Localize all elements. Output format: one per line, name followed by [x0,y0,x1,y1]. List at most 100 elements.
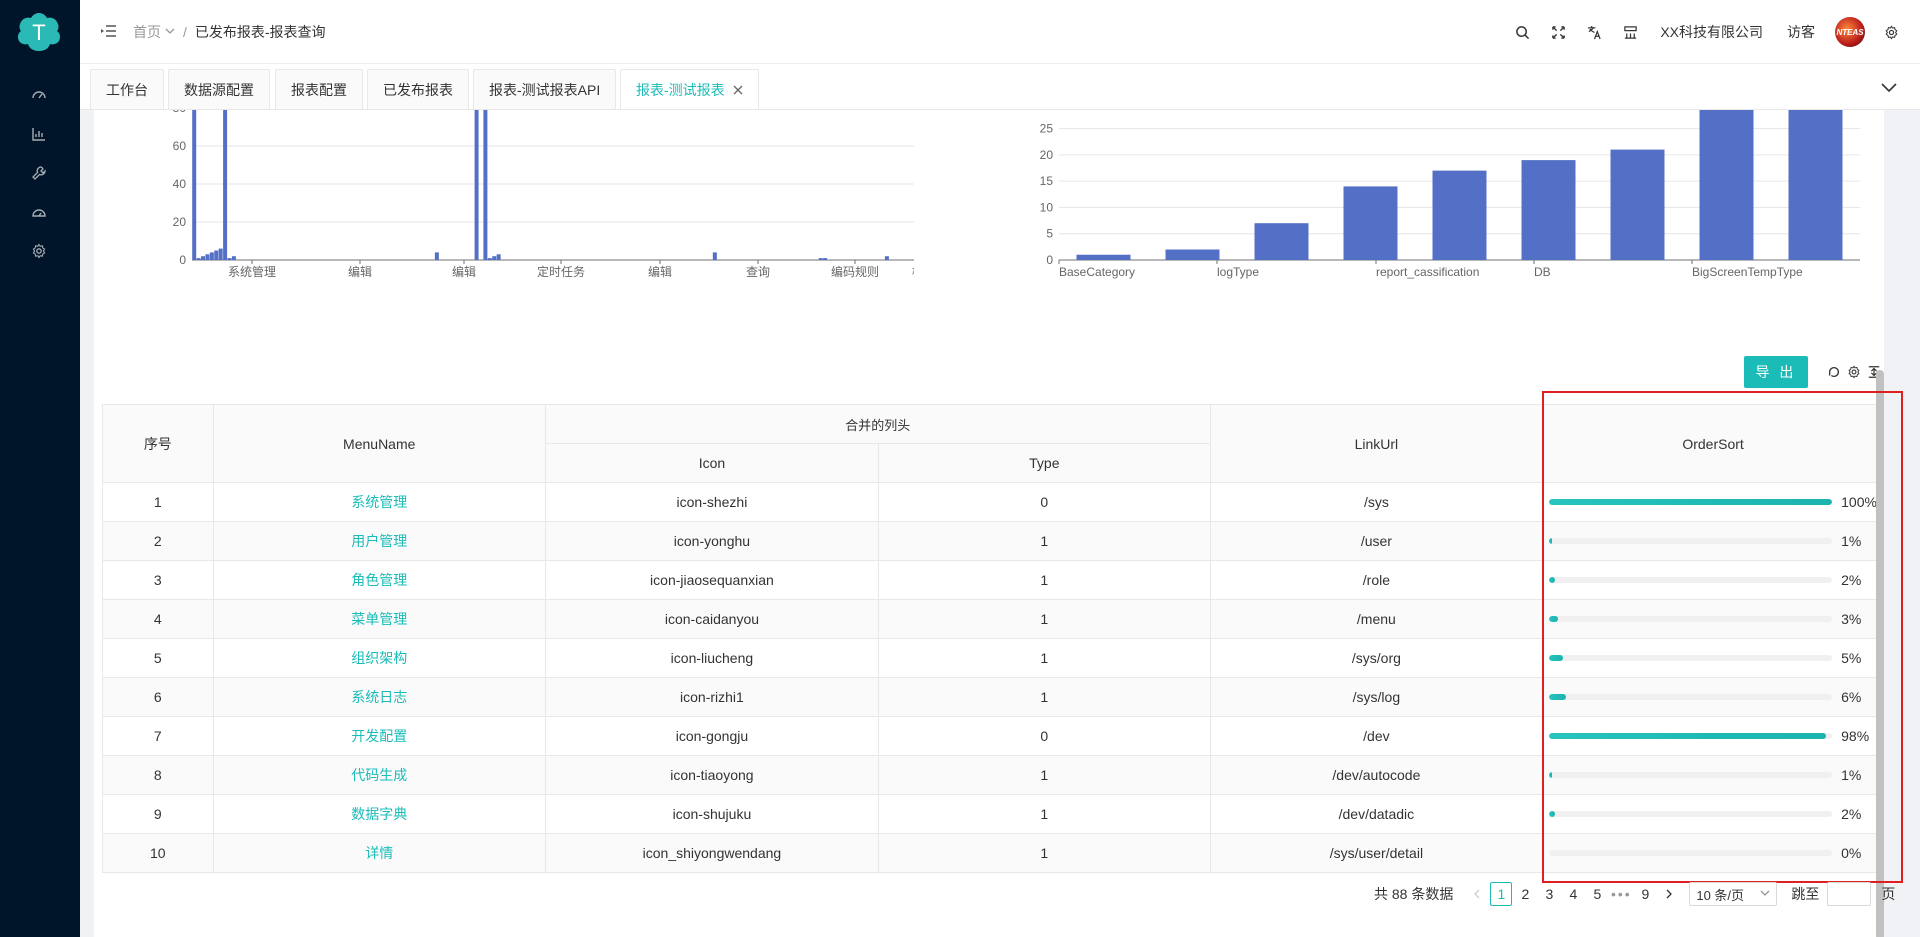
col-header-index[interactable]: 序号 [102,404,214,483]
page-3[interactable]: 3 [1545,886,1554,902]
vertical-scrollbar[interactable] [1876,370,1884,937]
bar[interactable] [1432,170,1487,260]
tab-datasource-config[interactable]: 数据源配置 [168,69,270,109]
app-logo[interactable]: T [14,10,64,56]
bar[interactable] [818,258,823,260]
bar[interactable] [218,248,223,260]
bar[interactable] [1165,249,1220,260]
chart-icon[interactable] [28,123,50,145]
bar[interactable] [1521,160,1576,260]
table-row[interactable]: 3 角色管理 icon-jiaosequanxian 1/role 2% [102,560,1884,600]
refresh-icon[interactable] [1826,364,1842,380]
tab-test-report[interactable]: 报表-测试报表 [620,69,759,109]
bar[interactable] [496,254,501,260]
settings-icon[interactable] [1882,23,1900,41]
col-header-type[interactable]: Type [878,443,1211,483]
page-2[interactable]: 2 [1521,886,1530,902]
table-row[interactable]: 1 系统管理 icon-shezhi 0/sys 100% [102,482,1884,522]
bar[interactable] [1343,186,1398,260]
col-header-menu-name[interactable]: MenuName [212,404,546,483]
page-size-select[interactable]: 10 条/页 [1689,882,1778,906]
bar[interactable] [492,256,497,260]
bar[interactable] [1788,110,1843,261]
tab-test-report-api[interactable]: 报表-测试报表API [473,69,617,109]
fullscreen-icon[interactable] [1549,23,1567,41]
menu-name-link[interactable]: 代码生成 [351,767,408,783]
table-row[interactable]: 7 开发配置 icon-gongju 0/dev 98% [102,716,1884,756]
table-row[interactable]: 4 菜单管理 icon-caidanyou 1/menu 3% [102,599,1884,639]
bar[interactable] [1076,254,1131,260]
bar[interactable] [192,110,197,260]
menu-name-link[interactable]: 数据字典 [351,806,408,822]
breadcrumb-home[interactable]: 首页 [133,24,161,40]
density-icon[interactable] [1866,364,1882,380]
table-row[interactable]: 2 用户管理 icon-yonghu 1/user 1% [102,521,1884,561]
menu-fold-icon[interactable] [100,22,118,40]
menu-name-link[interactable]: 详情 [365,845,394,861]
bar[interactable] [231,256,236,260]
company-name[interactable]: XX科技有限公司 [1660,24,1763,40]
jump-input[interactable] [1827,882,1872,906]
export-button[interactable]: 导 出 [1744,356,1808,388]
cell-menu-name: 代码生成 [212,755,546,795]
bar[interactable] [205,254,210,260]
tab-report-config[interactable]: 报表配置 [275,69,363,109]
bar[interactable] [223,110,228,260]
bar[interactable] [483,110,488,260]
page-5[interactable]: 5 [1593,886,1602,902]
bar[interactable] [196,258,201,260]
menu-name-link[interactable]: 角色管理 [351,572,408,588]
table-row[interactable]: 9 数据字典 icon-shujuku 1/dev/datadic 2% [102,794,1884,834]
menu-name-link[interactable]: 菜单管理 [351,611,408,627]
bar[interactable] [1254,223,1309,260]
bar[interactable] [487,258,492,260]
bar[interactable] [209,252,214,260]
search-icon[interactable] [1513,23,1531,41]
avatar[interactable]: NTEAS [1835,17,1865,47]
col-header-icon[interactable]: Icon [544,443,880,483]
menu-name-link[interactable]: 系统管理 [351,494,408,510]
col-header-order-sort[interactable]: OrderSort [1542,404,1884,483]
bar[interactable] [227,258,232,260]
tool-icon[interactable] [28,162,50,184]
tab-published-reports[interactable]: 已发布报表 [367,69,469,109]
next-page-icon[interactable] [1658,882,1680,906]
col-header-link-url[interactable]: LinkUrl [1209,404,1544,483]
chevron-down-icon[interactable] [1880,78,1898,96]
close-icon[interactable] [733,82,743,98]
tab-workbench[interactable]: 工作台 [90,69,164,109]
bar[interactable] [884,256,889,260]
user-name[interactable]: 访客 [1787,24,1815,40]
table-row[interactable]: 5 组织架构 icon-liucheng 1/sys/org 5% [102,638,1884,678]
bar[interactable] [434,252,439,260]
bar[interactable] [1610,149,1665,260]
menu-name-link[interactable]: 组织架构 [351,650,408,666]
column-settings-icon[interactable] [1846,364,1862,380]
table-row[interactable]: 10 详情 icon_shiyongwendang 1/sys/user/detail… [102,833,1884,873]
progress-track [1549,733,1833,739]
menu-name-link[interactable]: 开发配置 [351,728,408,744]
bar[interactable] [712,252,717,260]
table-row[interactable]: 6 系统日志 icon-rizhi1 1/sys/log 6% [102,677,1884,717]
bar[interactable] [214,250,219,261]
page-last[interactable]: 9 [1641,886,1650,902]
settings-icon[interactable] [28,240,50,262]
page-1[interactable]: 1 [1490,882,1513,906]
page-4[interactable]: 4 [1569,886,1578,902]
bar[interactable] [823,258,828,260]
size-icon[interactable] [1621,23,1639,41]
bar[interactable] [474,110,479,260]
bar[interactable] [201,256,206,260]
chevron-down-icon[interactable] [165,26,175,39]
cell-type: 1 [878,794,1211,834]
x-tick-label: 编辑 [452,264,476,279]
dashboard-icon[interactable] [28,84,50,106]
bar[interactable] [1699,110,1754,261]
menu-name-link[interactable]: 系统日志 [351,689,408,705]
translate-icon[interactable] [1585,23,1603,41]
prev-page-icon[interactable] [1466,882,1488,906]
table-row[interactable]: 8 代码生成 icon-tiaoyong 1/dev/autocode 1% [102,755,1884,795]
page-ellipsis[interactable]: ••• [1611,886,1632,902]
menu-name-link[interactable]: 用户管理 [351,533,408,549]
gauge-icon[interactable] [28,201,50,223]
